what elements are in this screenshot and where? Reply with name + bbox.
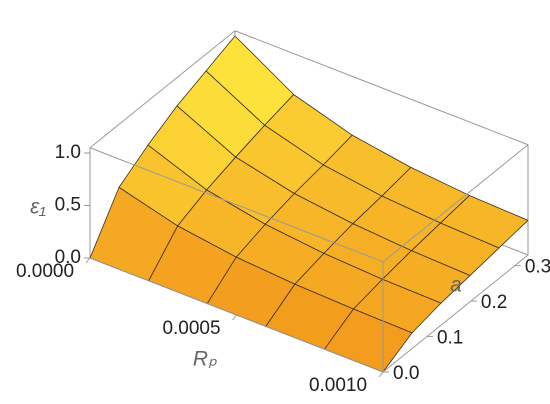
x-tick bbox=[378, 371, 384, 378]
y-axis-label: a bbox=[450, 274, 462, 297]
box-edge bbox=[89, 30, 236, 149]
z-tick-label: 0.5 bbox=[55, 195, 81, 216]
surface bbox=[89, 35, 529, 373]
x-tick-label: 0.0005 bbox=[162, 318, 220, 339]
x-tick-label: 0.0010 bbox=[309, 375, 367, 396]
box-edge bbox=[89, 147, 384, 263]
x-tick bbox=[85, 257, 91, 264]
z-tick-label: 0.0 bbox=[55, 247, 81, 268]
y-tick-label: 0.1 bbox=[437, 328, 463, 349]
z-tick-label: 1.0 bbox=[55, 142, 81, 163]
box-edge bbox=[234, 30, 529, 146]
box-edge bbox=[382, 144, 529, 263]
z-axis-label: ε₁ bbox=[30, 196, 46, 219]
y-tick-label: 0.2 bbox=[481, 292, 507, 313]
box-edge bbox=[382, 254, 529, 373]
x-axis-label: Rₚ bbox=[193, 348, 217, 371]
y-tick-label: 0.0 bbox=[393, 363, 419, 384]
x-tick-label: 0.0000 bbox=[16, 261, 74, 282]
x-tick bbox=[232, 314, 237, 321]
y-tick-label: 0.3 bbox=[525, 257, 550, 278]
